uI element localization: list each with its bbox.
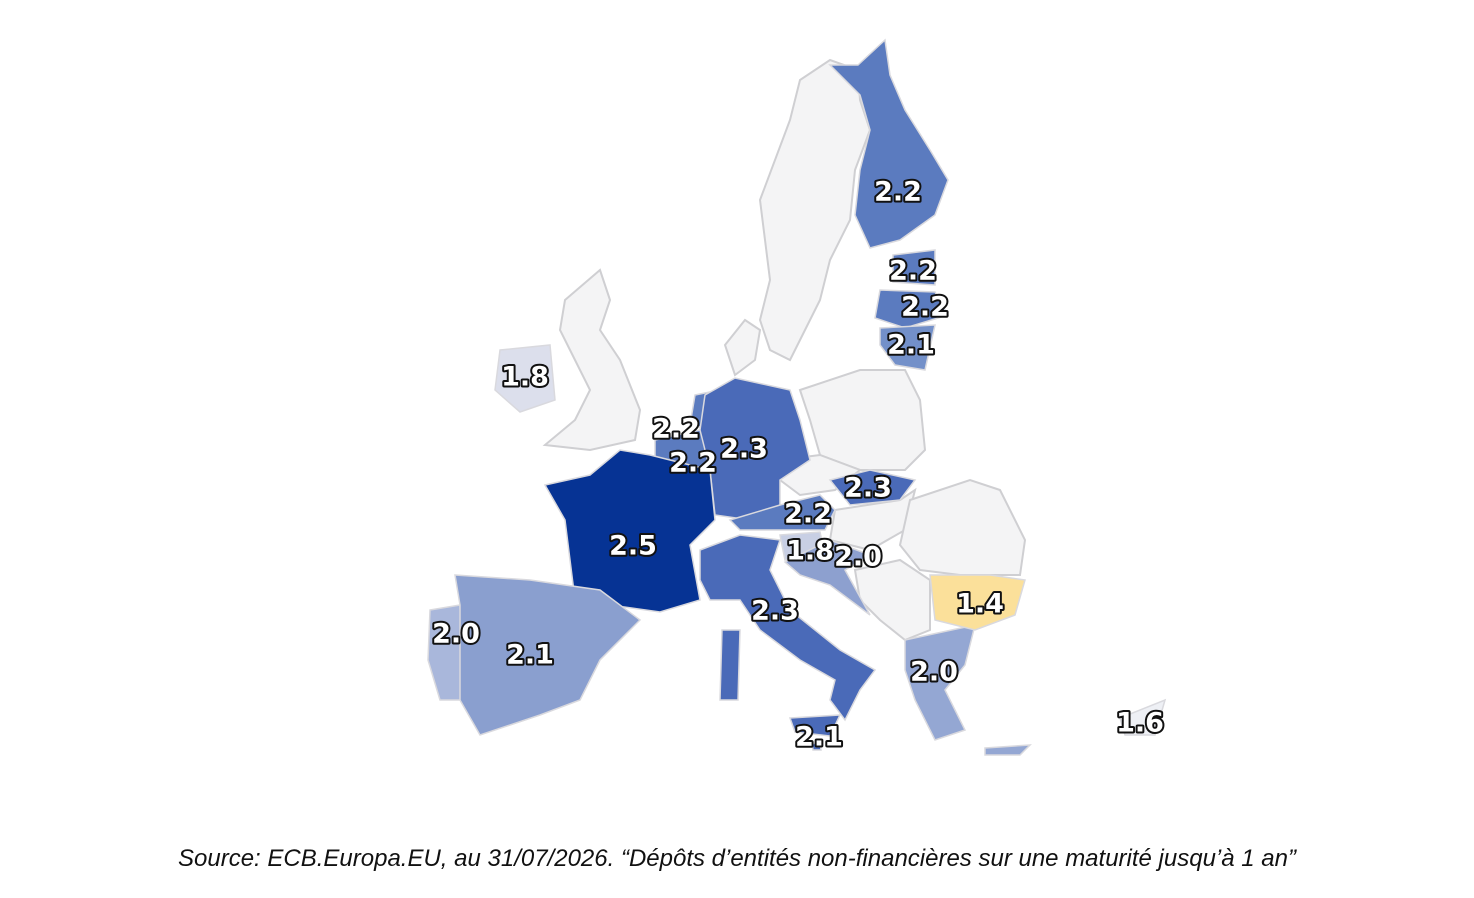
- value-label: 2.1: [795, 722, 843, 753]
- land: [723, 318, 762, 377]
- region: [494, 344, 556, 413]
- regions: [427, 38, 1167, 756]
- region: [728, 494, 836, 531]
- non-euro-countries: [542, 58, 1027, 642]
- value-label: 1.4: [956, 589, 1004, 620]
- value-label: 1.8: [501, 362, 549, 393]
- land: [758, 58, 872, 362]
- value-label: 1.8: [786, 536, 834, 567]
- region: [454, 574, 642, 736]
- region: [1119, 698, 1167, 736]
- labels: 2.22.22.22.11.82.22.2 2.32.32.21.8 2.02.52…: [430, 175, 1166, 755]
- value-label: 2.2: [874, 177, 922, 208]
- region: [904, 624, 1032, 756]
- value-label: 2.2: [889, 256, 937, 287]
- value-label: 2.1: [887, 330, 935, 361]
- region: [699, 377, 811, 521]
- value-label: 2.1: [506, 640, 554, 671]
- region: [929, 574, 1026, 631]
- value-label: 2.2: [669, 448, 717, 479]
- region: [543, 449, 716, 613]
- region: [874, 289, 950, 329]
- region: [828, 469, 917, 506]
- value-label: 2.0: [834, 542, 882, 573]
- value-label: 2.5: [609, 531, 657, 562]
- region: [828, 38, 949, 249]
- value-label: 2.3: [751, 596, 799, 627]
- region: [699, 534, 877, 737]
- value-label: 2.2: [901, 292, 949, 323]
- value-label: 1.6: [1116, 708, 1164, 739]
- source-note: Source: ECB.Europa.EU, au 31/07/2026. “D…: [178, 845, 1297, 872]
- region: [892, 249, 936, 286]
- value-label: 2.3: [720, 434, 768, 465]
- land: [542, 268, 642, 452]
- value-label: 2.2: [652, 414, 700, 445]
- region: [427, 604, 466, 701]
- region: [811, 741, 822, 751]
- region: [879, 324, 936, 371]
- region: [783, 539, 872, 616]
- value-label: 2.2: [784, 499, 832, 530]
- value-label: 2.3: [844, 473, 892, 504]
- value-label: 2.0: [910, 657, 958, 688]
- land: [798, 369, 927, 471]
- value-label: 2.0: [432, 619, 480, 650]
- land: [898, 478, 1027, 576]
